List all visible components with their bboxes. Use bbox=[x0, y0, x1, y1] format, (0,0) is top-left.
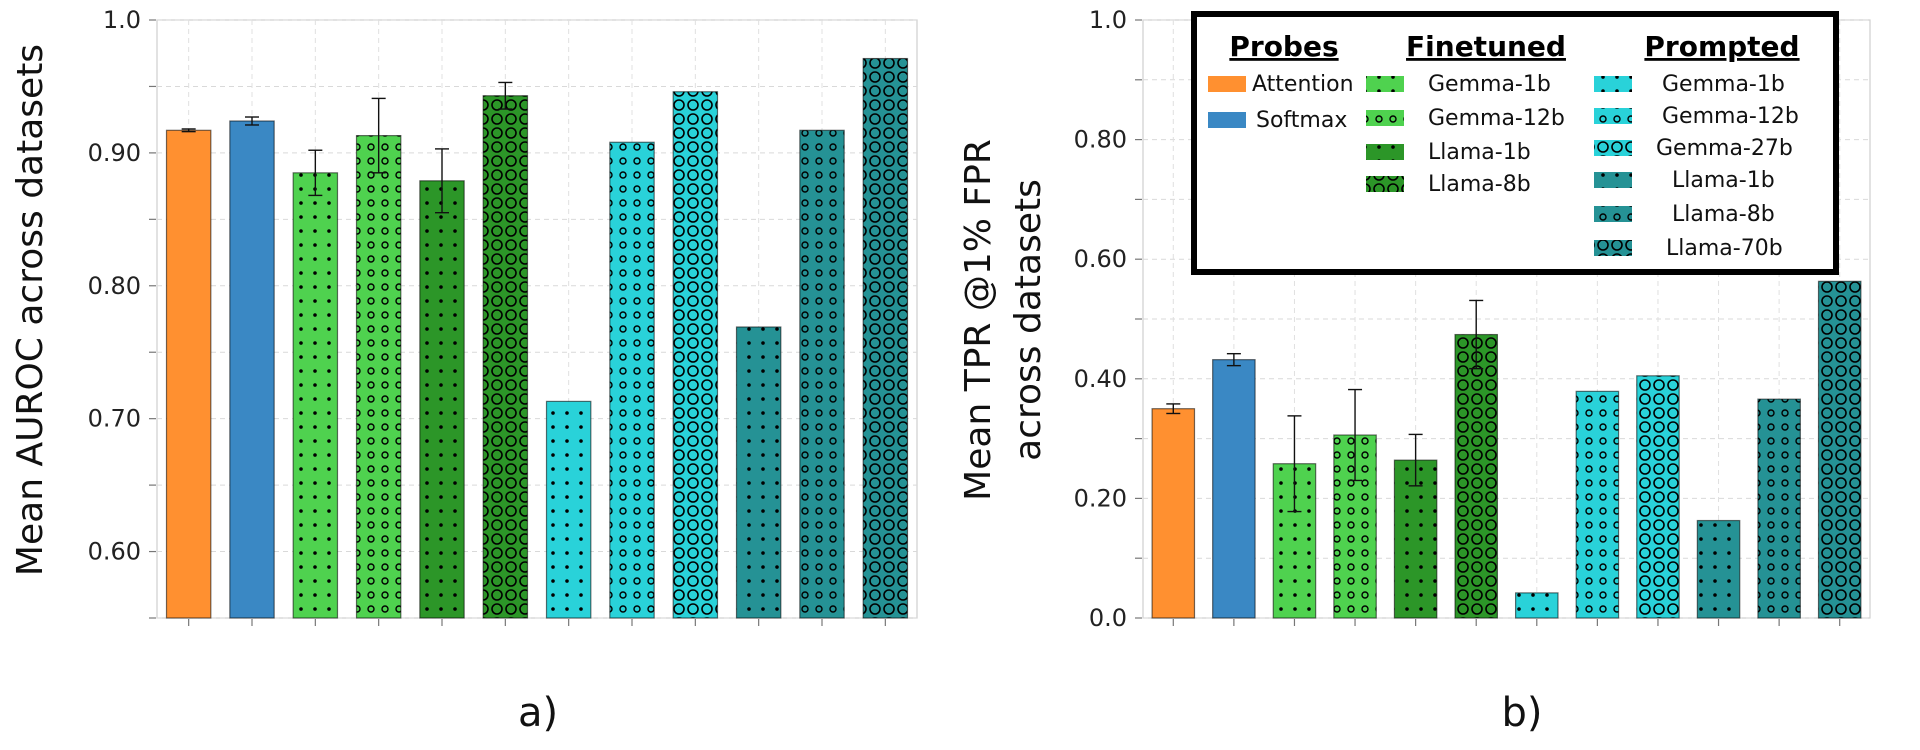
legend-label-prompted-gemma-12b: Gemma-12b bbox=[1662, 104, 1799, 129]
bar-b-prompted-llama-70b-pattern bbox=[1818, 281, 1861, 618]
legend-label-prompted-llama-8b: Llama-8b bbox=[1672, 202, 1775, 227]
legend-swatch-prompted-llama-8b-pattern bbox=[1594, 206, 1632, 222]
panel-label-b: b) bbox=[1502, 690, 1543, 736]
bar-b-prompted-llama-8b-outline bbox=[1757, 398, 1801, 619]
bar-b-prompted-llama-1b-pattern bbox=[1697, 520, 1740, 618]
bar-b-prompted-gemma-12b-outline bbox=[1575, 390, 1620, 619]
y-tick-label-b: 0.60 bbox=[1074, 245, 1127, 273]
bar-a-prompted-llama-70b-pattern bbox=[863, 58, 908, 618]
bar-b-finetuned-llama-8b-pattern bbox=[1455, 334, 1498, 618]
bar-a-prompted-gemma-27b-pattern bbox=[673, 91, 718, 618]
bar-b-prompted-gemma-27b-outline bbox=[1636, 375, 1680, 619]
bar-a-prompted-gemma-1b-pattern bbox=[546, 401, 591, 618]
legend-swatch-attention bbox=[1208, 76, 1246, 92]
legend-label-prompted-llama-1b: Llama-1b bbox=[1672, 168, 1775, 193]
y-tick-label-b: 0.0 bbox=[1089, 604, 1127, 632]
bar-b-prompted-llama-70b-outline bbox=[1817, 280, 1862, 619]
y-axis-title-b-line1: Mean TPR @1% FPR bbox=[958, 139, 999, 501]
y-tick-label-a: 0.70 bbox=[88, 405, 141, 433]
legend-label-finetuned-gemma-12b: Gemma-12b bbox=[1428, 106, 1565, 131]
legend-swatch-prompted-gemma-1b-pattern bbox=[1594, 76, 1632, 92]
legend-label-finetuned-llama-8b: Llama-8b bbox=[1428, 172, 1531, 197]
legend-swatch-finetuned-gemma-12b-pattern bbox=[1366, 110, 1404, 126]
legend-box bbox=[1191, 11, 1839, 275]
chart-b: 0.00.200.400.600.801.0 Mean TPR @1% FPR … bbox=[958, 6, 1871, 736]
legend-label-attention: Attention bbox=[1252, 72, 1354, 97]
bar-a-prompted-llama-1b-outline bbox=[735, 326, 782, 619]
bar-a-probes-attention bbox=[166, 130, 211, 618]
legend: Probes Finetuned Prompted Attention Soft… bbox=[1191, 11, 1839, 275]
legend-swatch-prompted-llama-70b-pattern bbox=[1594, 240, 1632, 256]
legend-swatch-softmax bbox=[1208, 112, 1246, 128]
y-axis-title-a: Mean AUROC across datasets bbox=[10, 44, 51, 576]
bar-a-prompted-gemma-12b-outline bbox=[609, 141, 655, 619]
bar-b-probes-softmax bbox=[1212, 359, 1256, 618]
legend-label-prompted-gemma-1b: Gemma-1b bbox=[1662, 72, 1785, 97]
y-tick-label-a: 1.0 bbox=[103, 6, 141, 34]
y-tick-label-b: 0.40 bbox=[1074, 365, 1127, 393]
legend-heading-finetuned: Finetuned bbox=[1406, 30, 1566, 63]
y-axis-title-b-line2: across datasets bbox=[1008, 179, 1049, 461]
legend-label-softmax: Softmax bbox=[1256, 108, 1347, 133]
y-tick-label-b: 0.20 bbox=[1074, 484, 1127, 512]
bar-a-finetuned-gemma-12b-pattern bbox=[356, 135, 401, 618]
bar-a-finetuned-gemma-1b-pattern bbox=[293, 172, 338, 619]
bar-a-prompted-llama-1b-pattern bbox=[736, 326, 781, 618]
panel-label-a: a) bbox=[518, 690, 558, 736]
bar-a-finetuned-llama-8b-pattern bbox=[483, 95, 528, 619]
y-tick-label-a: 0.90 bbox=[88, 139, 141, 167]
legend-swatch-prompted-gemma-12b-pattern bbox=[1594, 108, 1632, 124]
legend-heading-probes: Probes bbox=[1229, 30, 1338, 63]
bar-a-prompted-gemma-1b-outline bbox=[545, 400, 592, 619]
bar-b-prompted-gemma-1b-outline bbox=[1514, 592, 1559, 619]
bar-b-prompted-gemma-12b-pattern bbox=[1576, 391, 1619, 618]
legend-label-finetuned-llama-1b: Llama-1b bbox=[1428, 140, 1531, 165]
chart-a: 0.60 0.70 0.80 0.90 1.0 Mean AUROC across da… bbox=[10, 6, 918, 736]
bar-a-prompted-llama-70b-outline bbox=[862, 57, 909, 619]
bar-a-prompted-llama-8b-outline bbox=[799, 129, 845, 619]
bar-b-probes-attention bbox=[1152, 408, 1195, 618]
y-tick-label-b: 0.80 bbox=[1074, 126, 1127, 154]
y-tick-label-b: 1.0 bbox=[1089, 6, 1127, 34]
bar-b-prompted-gemma-27b-pattern bbox=[1636, 375, 1680, 618]
legend-label-finetuned-gemma-1b: Gemma-1b bbox=[1428, 72, 1551, 97]
bar-a-prompted-gemma-12b-pattern bbox=[609, 142, 655, 618]
legend-heading-prompted: Prompted bbox=[1644, 30, 1799, 63]
y-tick-label-a: 0.60 bbox=[88, 538, 141, 566]
legend-swatch-finetuned-llama-1b-pattern bbox=[1366, 144, 1404, 160]
bar-b-prompted-llama-8b-pattern bbox=[1757, 399, 1801, 618]
legend-swatch-prompted-gemma-27b-pattern bbox=[1594, 140, 1632, 156]
bar-a-probes-softmax bbox=[229, 120, 275, 619]
bar-a-finetuned-llama-1b-pattern bbox=[419, 180, 465, 618]
bar-b-prompted-gemma-1b-pattern bbox=[1515, 592, 1558, 618]
legend-label-prompted-gemma-27b: Gemma-27b bbox=[1656, 136, 1793, 161]
bar-a-prompted-llama-8b-pattern bbox=[799, 130, 845, 618]
bar-a-prompted-gemma-27b-outline bbox=[672, 91, 719, 619]
legend-swatch-finetuned-gemma-1b-pattern bbox=[1366, 76, 1404, 92]
legend-swatch-finetuned-llama-8b-pattern bbox=[1366, 176, 1404, 192]
legend-swatch-prompted-llama-1b-pattern bbox=[1594, 172, 1632, 188]
bar-b-prompted-llama-1b-outline bbox=[1696, 519, 1741, 619]
y-tick-label-a: 0.80 bbox=[88, 272, 141, 300]
legend-label-prompted-llama-70b: Llama-70b bbox=[1666, 236, 1783, 261]
